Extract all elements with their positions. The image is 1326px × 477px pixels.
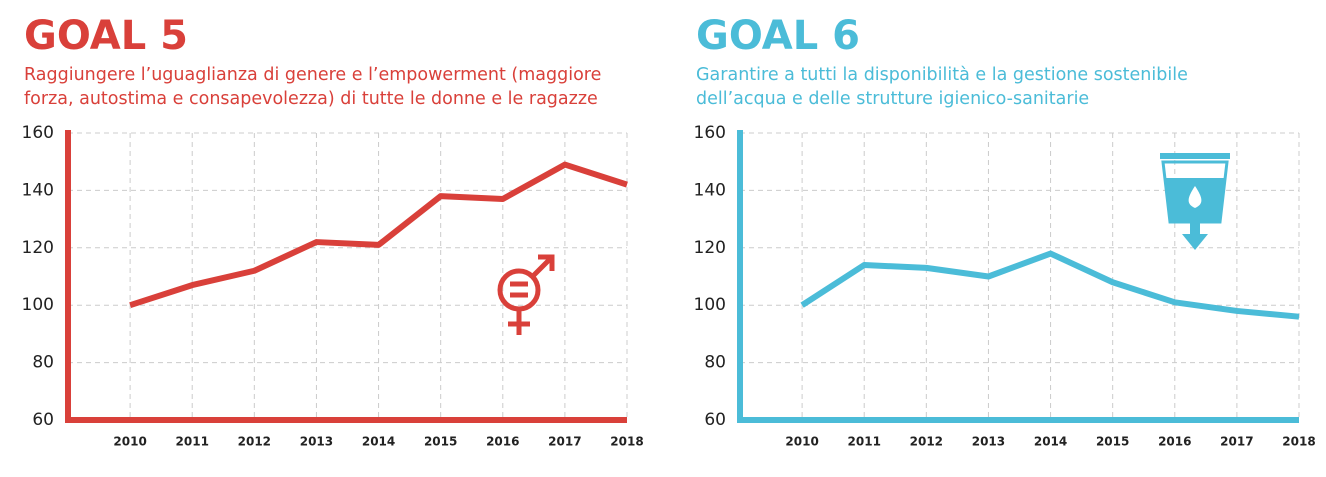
x-tick-label: 2012 [910, 435, 943, 449]
x-tick-label: 2014 [362, 435, 395, 449]
chart-panel: GOAL 5 Raggiungere l’uguaglianza di gener… [22, 13, 644, 449]
x-tick-label: 2018 [1282, 435, 1315, 449]
x-tick-label: 2014 [1034, 435, 1067, 449]
x-tick-label: 2015 [1096, 435, 1129, 449]
x-tick-label: 2013 [300, 435, 333, 449]
x-tick-label: 2017 [1220, 435, 1253, 449]
y-tick-label: 120 [22, 238, 54, 258]
y-tick-label: 80 [704, 353, 726, 373]
y-tick-label: 140 [694, 180, 726, 200]
y-tick-label: 100 [22, 295, 54, 315]
x-tick-label: 2018 [610, 435, 643, 449]
goal-subtitle: Raggiungere l’uguaglianza di genere e l’… [24, 65, 601, 85]
x-tick-label: 2017 [548, 435, 581, 449]
water-icon [1160, 153, 1230, 250]
chart-panel: GOAL 6 Garantire a tutti la disponibilità… [694, 13, 1316, 449]
x-tick-label: 2016 [1158, 435, 1191, 449]
x-tick-label: 2011 [848, 435, 881, 449]
x-tick-label: 2010 [113, 435, 146, 449]
x-tick-label: 2011 [176, 435, 209, 449]
y-tick-label: 120 [694, 238, 726, 258]
goal-title: GOAL 6 [696, 13, 860, 59]
x-tick-label: 2016 [486, 435, 519, 449]
goal-title: GOAL 5 [24, 13, 188, 59]
goal-subtitle: Garantire a tutti la disponibilità e la … [696, 65, 1188, 85]
y-tick-label: 160 [22, 123, 54, 143]
x-tick-label: 2015 [424, 435, 457, 449]
x-tick-label: 2010 [785, 435, 818, 449]
y-tick-label: 60 [32, 410, 54, 430]
data-line [800, 250, 1300, 320]
y-tick-label: 100 [694, 295, 726, 315]
x-tick-label: 2012 [238, 435, 271, 449]
y-tick-label: 140 [22, 180, 54, 200]
y-tick-label: 80 [32, 353, 54, 373]
y-tick-label: 160 [694, 123, 726, 143]
y-tick-label: 60 [704, 410, 726, 430]
gender-icon [497, 254, 555, 335]
goal-subtitle: dell’acqua e delle strutture igienico-sa… [696, 89, 1089, 109]
x-tick-label: 2013 [972, 435, 1005, 449]
data-line [129, 161, 628, 309]
goal-subtitle: forza, autostima e consapevolezza) di tu… [24, 89, 598, 109]
